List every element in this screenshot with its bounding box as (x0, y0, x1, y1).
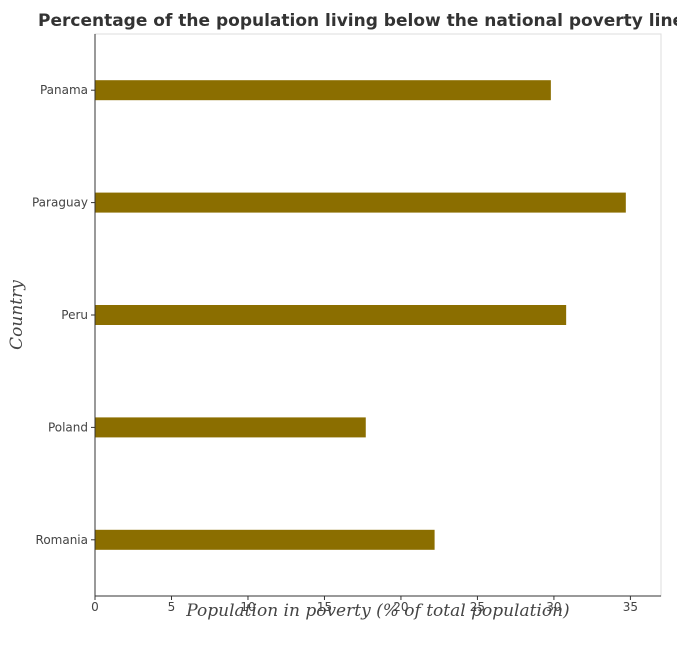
category-label-panama: Panama (40, 83, 88, 97)
chart-title: Percentage of the population living belo… (38, 11, 677, 31)
bar-poland (95, 417, 366, 437)
bar-panama (95, 80, 551, 100)
bar-group (95, 80, 626, 550)
category-label-romania: Romania (36, 533, 88, 547)
x-tick-label: 5 (168, 600, 176, 614)
y-axis-label: Country (7, 280, 27, 350)
x-axis-label: Population in poverty (% of total popula… (185, 601, 569, 621)
x-tick-label: 0 (91, 600, 99, 614)
category-label-peru: Peru (61, 308, 88, 322)
x-tick-label: 35 (623, 600, 638, 614)
category-label-poland: Poland (48, 420, 88, 434)
category-label-paraguay: Paraguay (32, 196, 88, 210)
bar-peru (95, 305, 566, 325)
bar-romania (95, 530, 435, 550)
y-axis: Panama Paraguay Peru Poland Romania (32, 83, 95, 547)
bar-paraguay (95, 193, 626, 213)
